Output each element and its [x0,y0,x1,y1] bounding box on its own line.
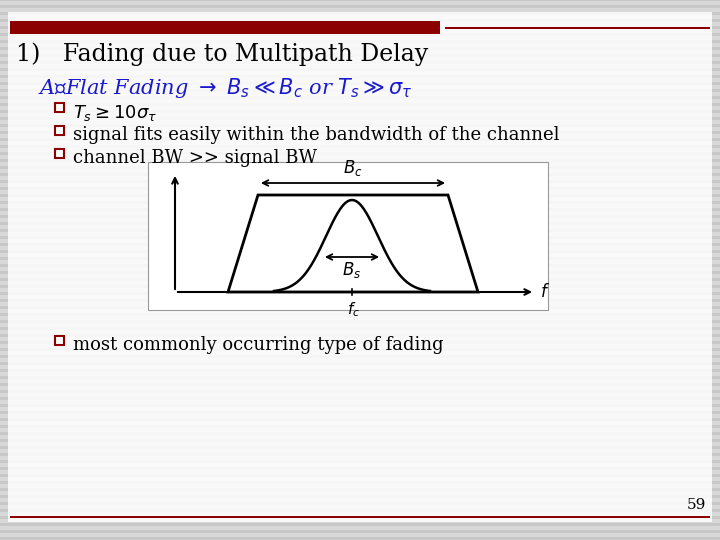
Bar [0,313,720,316]
Bar [0,242,720,246]
Bar [0,348,720,351]
Text: $f_c$: $f_c$ [348,300,361,319]
Text: $f$: $f$ [540,283,550,301]
Text: most commonly occurring type of fading: most commonly occurring type of fading [73,336,444,354]
Bar [0,495,720,498]
Bar [0,53,720,57]
Bar [0,25,720,29]
Bar [0,103,720,106]
Polygon shape [228,195,478,292]
Bar [0,124,720,127]
Bar [0,138,720,141]
Bar [0,18,720,22]
Bar [0,96,720,99]
Bar [0,4,720,8]
Bar [0,327,720,330]
Bar [0,438,720,442]
Bar [0,375,720,379]
Bar [0,292,720,295]
Bar [0,145,720,148]
Bar [55,149,64,158]
Bar [0,60,720,64]
Bar [0,334,720,337]
Bar [0,361,720,365]
Bar [0,179,720,183]
Bar [0,235,720,239]
Bar [10,21,440,34]
Bar [0,320,720,323]
Bar [0,502,720,505]
Bar [0,306,720,309]
Bar [0,165,720,169]
Bar [0,417,720,421]
Bar [0,530,720,533]
Bar [0,75,720,78]
Text: $T_s \geq 10\sigma_\tau$: $T_s \geq 10\sigma_\tau$ [73,103,157,123]
Bar [0,523,720,526]
Bar [0,509,720,512]
Bar [0,110,720,113]
Bar [0,152,720,155]
Bar [0,481,720,484]
Bar [0,488,720,491]
Bar [0,368,720,372]
Bar [55,126,64,135]
Bar [148,162,548,310]
Bar [0,193,720,197]
Bar [0,424,720,428]
Bar [0,89,720,92]
Bar [0,249,720,253]
Text: 59: 59 [687,498,706,512]
Bar [0,159,720,162]
Bar [0,39,720,43]
Bar [0,299,720,302]
Bar [0,537,720,540]
Bar [0,354,720,358]
Text: signal fits easily within the bandwidth of the channel: signal fits easily within the bandwidth … [73,126,559,144]
Text: $B_s$: $B_s$ [343,260,361,280]
Bar [0,474,720,477]
Bar [0,11,720,15]
Bar [0,256,720,260]
Bar [0,68,720,71]
Bar [0,516,720,519]
Bar [0,131,720,134]
Text: channel BW >> signal BW: channel BW >> signal BW [73,149,317,167]
Bar [0,82,720,85]
Bar [0,341,720,344]
Bar [0,382,720,386]
Bar [0,460,720,463]
Bar [0,221,720,225]
Bar [0,172,720,176]
Bar [0,467,720,470]
Bar [0,200,720,204]
Bar [0,117,720,120]
Text: $B_c$: $B_c$ [343,158,363,178]
Bar [55,103,64,112]
Text: 1)   Fading due to Multipath Delay: 1) Fading due to Multipath Delay [16,42,428,65]
Bar [10,516,710,518]
Bar [0,285,720,288]
Bar [0,46,720,50]
Bar [0,271,720,274]
Bar [0,403,720,407]
Bar [0,32,720,36]
Text: A）Flat Fading $\rightarrow$ $B_s \ll B_c$ or $T_s \gg \sigma_\tau$: A）Flat Fading $\rightarrow$ $B_s \ll B_c… [38,76,413,100]
Bar [55,336,64,345]
Bar [0,228,720,232]
Bar [0,264,720,267]
Bar [0,186,720,190]
Bar [0,278,720,281]
Bar [445,26,710,29]
Bar [0,389,720,393]
Bar [0,431,720,435]
Bar [0,446,720,449]
Bar [0,214,720,218]
Bar [0,0,720,1]
Bar [0,453,720,456]
Bar [0,396,720,400]
Bar [0,207,720,211]
Bar [0,410,720,414]
